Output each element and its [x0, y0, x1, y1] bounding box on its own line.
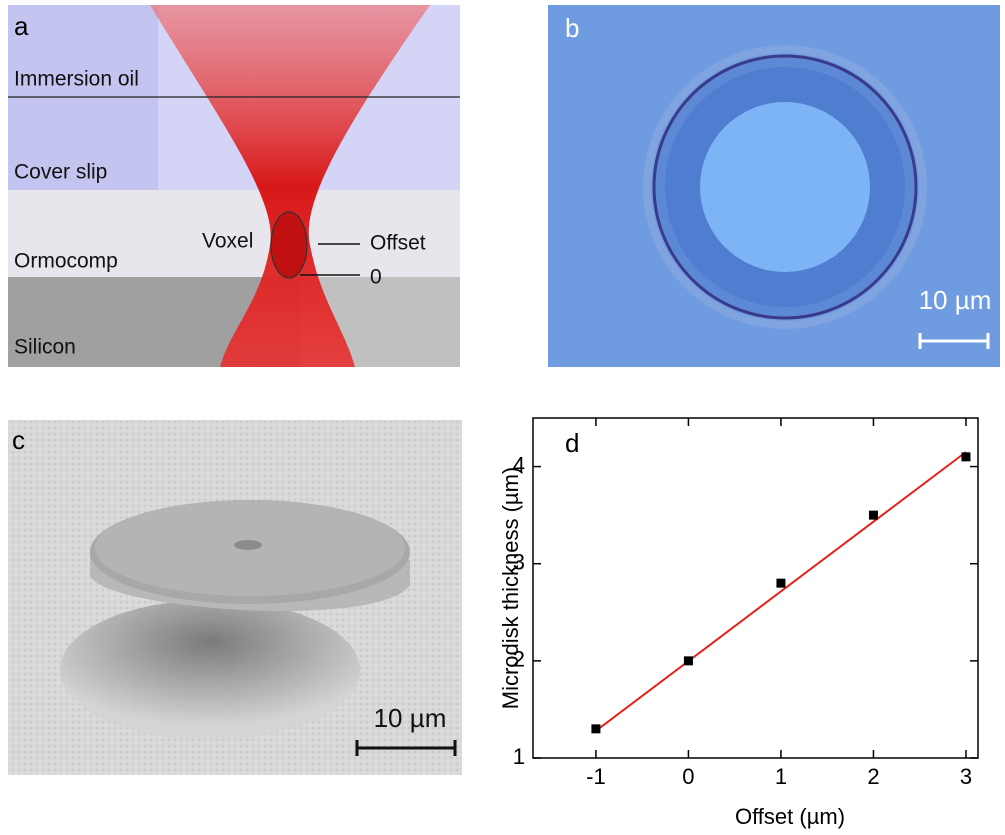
disk-center: [700, 102, 870, 272]
data-point: [776, 579, 785, 588]
layer-label: Ormocomp: [14, 250, 118, 273]
panel-label: d: [565, 428, 579, 458]
data-point: [961, 452, 970, 461]
voxel: [271, 212, 307, 278]
voxel-label: Voxel: [202, 230, 253, 253]
x-tick-label: 0: [682, 764, 694, 789]
offset-label: Offset: [370, 232, 426, 255]
data-point: [869, 511, 878, 520]
y-tick-label: 1: [513, 744, 525, 769]
scale-label: 10 µm: [919, 285, 992, 315]
y-tick-label: 3: [513, 550, 525, 575]
plot-frame: [533, 418, 978, 758]
x-axis-label: Offset (µm): [735, 804, 845, 829]
disk-shadow: [60, 600, 360, 740]
zero-label: 0: [370, 266, 382, 289]
figure: a Immersion oil Cover slip Ormocomp Sili…: [0, 0, 1005, 835]
y-tick-label: 4: [513, 452, 525, 477]
layer-label: Immersion oil: [14, 68, 139, 91]
panel-b: b 10 µm: [548, 5, 1000, 367]
panel-d: d Offset (µm) Microdisk thickness (µm) -…: [498, 418, 978, 829]
data-point: [591, 724, 600, 733]
layer-label: Silicon: [14, 336, 76, 359]
x-tick-label: -1: [586, 764, 606, 789]
x-tick-label: 1: [775, 764, 787, 789]
x-tick-label: 2: [867, 764, 879, 789]
panel-c: c 10 µm: [8, 420, 462, 775]
panel-a: a Immersion oil Cover slip Ormocomp Sili…: [8, 5, 460, 367]
panel-label: a: [14, 11, 29, 41]
x-tick-label: 3: [960, 764, 972, 789]
y-axis-label: Microdisk thickness (µm): [498, 467, 523, 709]
y-tick-label: 2: [513, 647, 525, 672]
disk-dimple: [234, 540, 262, 550]
panel-label: c: [12, 425, 25, 455]
scale-label: 10 µm: [374, 703, 447, 733]
panel-label: b: [565, 13, 579, 43]
data-point: [684, 656, 693, 665]
fit-line: [596, 452, 966, 731]
layer-label: Cover slip: [14, 161, 107, 184]
